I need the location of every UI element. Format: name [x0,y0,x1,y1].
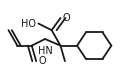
Text: HO: HO [21,18,36,29]
Text: O: O [63,13,70,23]
Text: O: O [39,56,46,66]
Text: HN: HN [38,46,52,56]
